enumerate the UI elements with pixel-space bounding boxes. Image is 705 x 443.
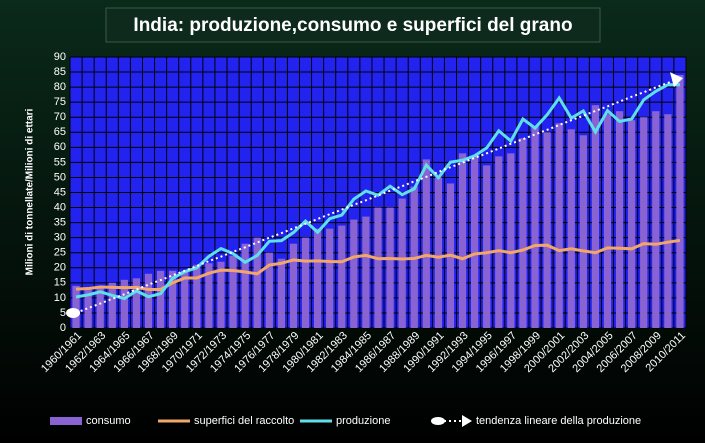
bar (217, 261, 225, 328)
legend-swatch (462, 415, 472, 427)
legend-label: tendenza lineare della produzione (476, 415, 641, 427)
bar (615, 111, 624, 328)
bar (289, 243, 298, 328)
bar (640, 117, 648, 328)
bar (241, 243, 249, 328)
bar (301, 237, 310, 328)
bar (603, 114, 612, 328)
line (75, 83, 680, 301)
line (75, 238, 681, 291)
bar (350, 219, 358, 328)
y-tick-label: 80 (54, 81, 66, 93)
bar (265, 252, 273, 328)
y-tick-label: 75 (54, 96, 66, 108)
y-tick-label: 45 (54, 186, 66, 198)
legend-label: consumo (86, 415, 131, 427)
y-tick-label: 70 (54, 111, 66, 123)
bar (229, 255, 237, 328)
y-tick-label: 30 (54, 232, 66, 244)
bar (338, 225, 346, 328)
bar (652, 111, 660, 328)
chart-title: India: produzione,consumo e superfici de… (133, 15, 572, 36)
bar (664, 114, 672, 328)
bar (193, 264, 201, 328)
bar (483, 165, 491, 328)
y-tick-label: 5 (60, 307, 66, 319)
bar (205, 263, 213, 328)
bar (434, 177, 443, 328)
bar (326, 228, 334, 328)
y-tick-label: 40 (54, 201, 66, 213)
trend-end-arrow (669, 72, 683, 88)
bar (458, 153, 467, 328)
trend-line (75, 77, 681, 314)
legend-label: superfici del raccolto (194, 415, 294, 427)
bar (386, 207, 394, 328)
bar (84, 288, 92, 328)
bar (277, 258, 285, 328)
y-tick-label: 35 (54, 217, 66, 229)
bar (676, 75, 684, 328)
bar (374, 207, 382, 328)
bar (181, 270, 189, 328)
bar (567, 129, 575, 328)
y-tick-label: 65 (54, 126, 66, 138)
bar (169, 270, 177, 328)
y-tick-label: 15 (54, 277, 66, 289)
bar (495, 156, 503, 328)
legend-swatch (50, 417, 82, 425)
bar (108, 282, 116, 328)
bar (579, 135, 587, 328)
title-box (105, 7, 601, 43)
bar (543, 132, 551, 328)
bar (96, 285, 104, 328)
bar (507, 153, 515, 328)
bar (72, 285, 80, 328)
y-axis-label: Milioni di tonnellate/Milioni di ettari (25, 108, 36, 275)
bar (591, 105, 600, 328)
legend-label: produzione (336, 415, 390, 427)
y-tick-label: 20 (54, 262, 66, 274)
y-tick-label: 10 (54, 292, 66, 304)
y-tick-label: 0 (60, 322, 66, 334)
bar (144, 273, 153, 328)
y-tick-label: 85 (54, 66, 66, 78)
bar (132, 278, 141, 328)
y-tick-label: 60 (54, 141, 66, 153)
bar (362, 216, 370, 328)
bar (519, 138, 527, 328)
bar (422, 159, 430, 328)
legend-swatch (431, 417, 445, 425)
bar (531, 126, 539, 328)
bar (253, 237, 261, 328)
bar (120, 279, 128, 328)
y-tick-label: 50 (54, 171, 66, 183)
bar (628, 120, 636, 328)
trend-start-marker (66, 307, 81, 318)
bar (156, 270, 165, 328)
bar (471, 156, 479, 328)
y-tick-label: 55 (54, 156, 66, 168)
bar (555, 123, 563, 328)
y-tick-label: 25 (54, 247, 66, 259)
bar (313, 228, 322, 328)
y-tick-label: 90 (54, 51, 66, 63)
bar (398, 198, 406, 328)
